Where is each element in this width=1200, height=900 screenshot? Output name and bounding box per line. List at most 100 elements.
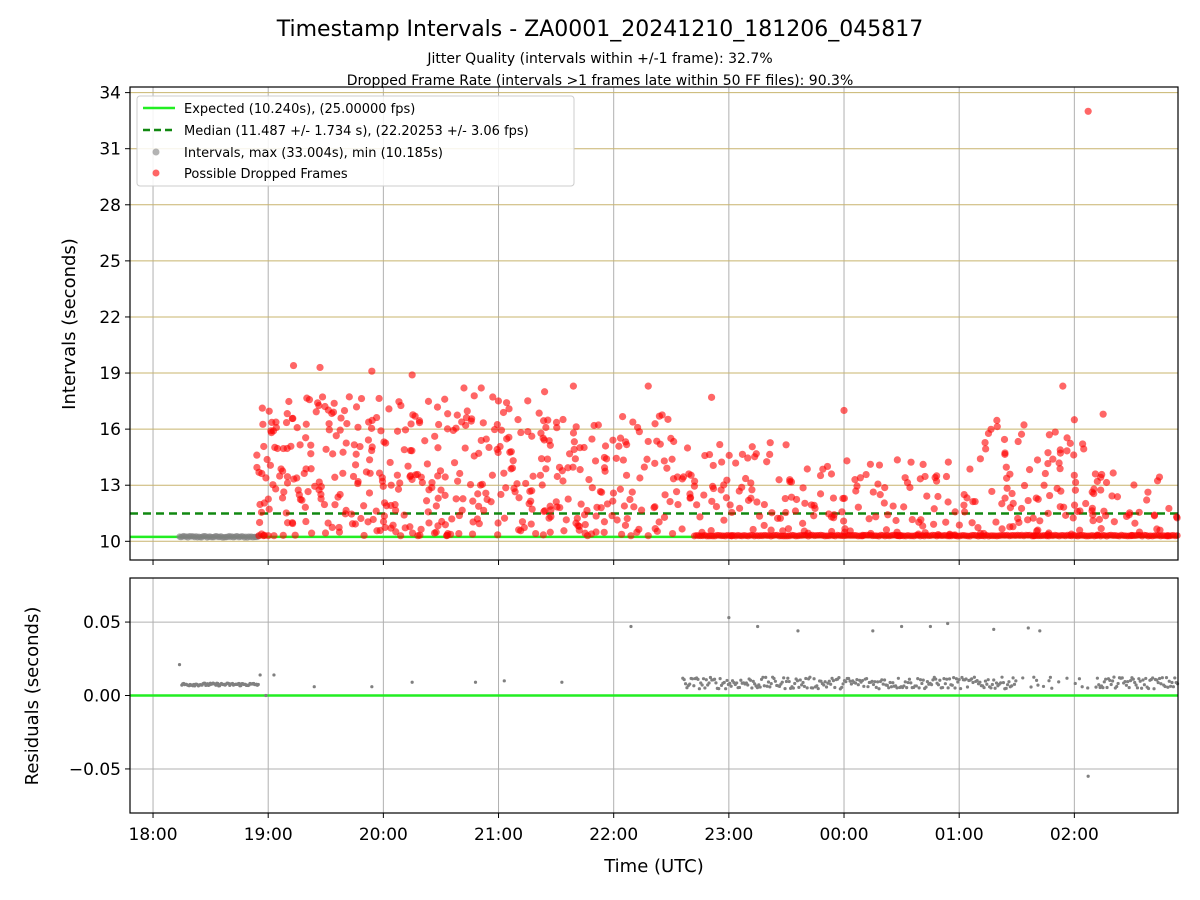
dropped-frame-point [407, 420, 415, 428]
dropped-frame-point [974, 523, 982, 532]
dropped-frame-point [810, 512, 818, 520]
dropped-frame-point [1063, 447, 1071, 455]
dropped-frame-point [823, 462, 832, 471]
dropped-frame-point [581, 520, 589, 529]
dropped-frame-point [1070, 471, 1078, 479]
residual-point [802, 684, 807, 688]
residual-point [1029, 685, 1033, 689]
dropped-frame-point [960, 508, 969, 516]
residual-point [853, 681, 858, 685]
dropped-frame-point [570, 445, 578, 454]
dropped-frame-point [279, 531, 287, 539]
dropped-frame-point [700, 491, 708, 499]
dropped-frame-point [517, 428, 525, 437]
dropped-frame-point [592, 512, 600, 520]
dropped-frame-point [411, 412, 419, 420]
dropped-frame-point [571, 455, 579, 463]
intervals-y-tick-label: 22 [99, 308, 121, 328]
dropped-frame-point [993, 416, 1001, 424]
residual-point [1156, 680, 1160, 685]
dropped-frame-point [307, 465, 315, 473]
dropped-frame-point [917, 516, 925, 524]
dropped-frame-point [541, 507, 549, 515]
dropped-frame-point [748, 443, 756, 451]
residuals-x-ticks: 18:00 19:00 20:00 21:00 22:00 23:00 00:00 01:00… [129, 813, 1099, 845]
residual-point [824, 685, 829, 689]
dropped-frame-point [1084, 107, 1092, 115]
dropped-frame-point [404, 462, 412, 470]
residual-point [983, 679, 988, 683]
dropped-frame-point [1003, 484, 1011, 492]
dropped-frame-point [380, 512, 389, 520]
dropped-frame-point [278, 494, 287, 502]
dropped-frame-point [417, 525, 425, 533]
residual-point [1138, 679, 1142, 683]
dropped-frame-point [1055, 459, 1063, 467]
residual-point [1155, 678, 1159, 682]
dropped-frame-point [865, 515, 873, 523]
dropped-frame-point [340, 406, 349, 415]
residual-point [1140, 686, 1144, 690]
residual-point [256, 682, 260, 687]
dropped-frame-point [438, 517, 446, 526]
dropped-frame-point [477, 384, 485, 392]
legend-intervals-swatch [152, 148, 160, 156]
dropped-frame-point [455, 511, 463, 520]
dropped-frame-point [660, 513, 669, 521]
dropped-frame-point [838, 508, 846, 516]
dropped-frame-point [709, 482, 717, 490]
dropped-frame-point [744, 454, 752, 462]
dropped-frame-point [368, 367, 376, 375]
dropped-frame-point [494, 519, 502, 527]
residual-point [895, 686, 899, 690]
dropped-frame-point [364, 436, 373, 444]
dropped-frame-point [1095, 515, 1104, 524]
dropped-frame-point [357, 514, 365, 523]
dropped-frame-point [357, 394, 366, 403]
residual-point [690, 677, 695, 681]
dropped-frame-point [265, 505, 273, 513]
dropped-frame-point [450, 459, 459, 467]
dropped-frame-point [1014, 437, 1022, 446]
dropped-frame-point [444, 410, 452, 418]
dropped-frame-point [588, 435, 596, 443]
residual-point [934, 677, 938, 681]
residual-point [844, 680, 848, 684]
dropped-frame-point [930, 520, 938, 528]
dropped-frame-point [322, 445, 330, 453]
dropped-frame-point [280, 488, 288, 496]
dropped-frame-point [1024, 516, 1032, 524]
residual-point [822, 683, 826, 687]
residual-point [1126, 680, 1130, 684]
dropped-frame-point [497, 490, 505, 499]
dropped-frame-point [350, 441, 358, 449]
dropped-frame-point [768, 509, 776, 517]
residual-point [725, 678, 729, 683]
dropped-frame-point [666, 498, 674, 506]
dropped-frame-point [712, 502, 721, 511]
residual-point [856, 683, 860, 687]
dropped-frame-point [1135, 508, 1143, 516]
dropped-frame-point [784, 525, 793, 533]
dropped-frame-point [623, 441, 631, 449]
legend-dropped-label: Possible Dropped Frames [184, 167, 348, 182]
residual-point [871, 682, 876, 687]
residual-point [1146, 686, 1151, 691]
dropped-frame-point [742, 474, 750, 483]
residual-point [965, 685, 970, 689]
dropped-frame-point [852, 487, 860, 495]
dropped-frame-point [621, 521, 630, 529]
dropped-frame-point [400, 511, 408, 519]
dropped-frame-point [436, 467, 445, 475]
residual-point [954, 677, 959, 681]
dropped-frame-point [1033, 456, 1042, 464]
dropped-frame-point [535, 409, 543, 417]
dropped-frame-point [499, 408, 508, 417]
residual-point [1032, 675, 1036, 679]
dropped-frame-point [600, 453, 609, 462]
dropped-frame-point [969, 498, 977, 506]
dropped-frame-point [320, 500, 329, 509]
dropped-frame-point [1099, 410, 1107, 418]
residual-point [768, 685, 772, 689]
